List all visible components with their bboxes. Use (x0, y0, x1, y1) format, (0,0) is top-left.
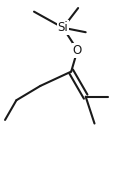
Text: Si: Si (58, 21, 68, 34)
Text: O: O (73, 44, 82, 57)
